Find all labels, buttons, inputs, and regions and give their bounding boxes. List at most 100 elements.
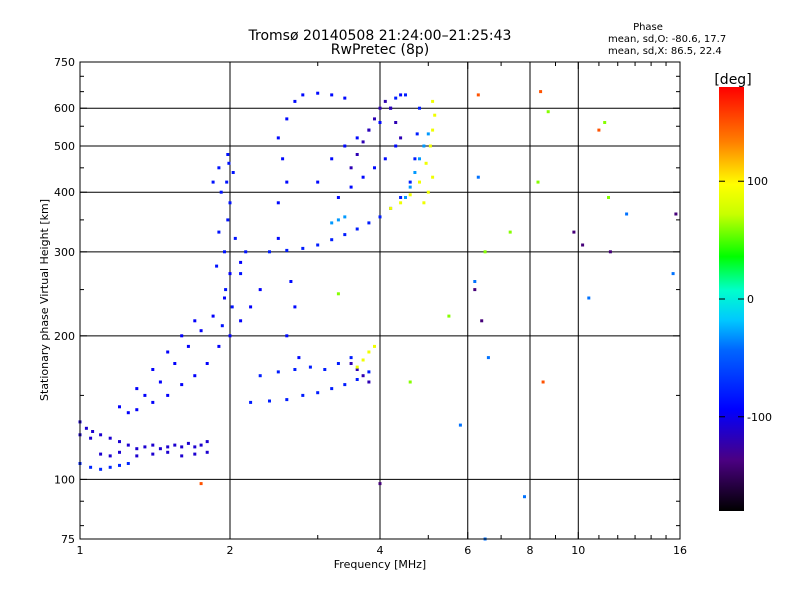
- data-point: [476, 175, 480, 179]
- data-point: [166, 445, 170, 449]
- data-point: [422, 144, 426, 148]
- data-point: [399, 201, 403, 205]
- y-tick-label: 500: [54, 140, 75, 153]
- data-point: [473, 280, 477, 283]
- data-point: [143, 445, 147, 449]
- stats-line-x: mean, sd,X: 86.5, 22.4: [608, 46, 722, 57]
- data-point: [378, 121, 382, 124]
- x-tick-label: 4: [377, 544, 384, 557]
- data-point: [223, 296, 226, 300]
- data-point: [399, 136, 403, 140]
- data-point: [231, 171, 235, 174]
- data-point: [276, 201, 280, 205]
- data-point: [297, 356, 301, 360]
- data-point: [219, 190, 223, 194]
- data-point: [378, 215, 382, 219]
- data-point: [336, 218, 340, 222]
- data-point: [508, 230, 512, 234]
- data-point: [389, 206, 393, 210]
- data-point: [285, 248, 289, 252]
- data-point: [276, 136, 280, 140]
- data-point: [587, 296, 591, 300]
- data-point: [373, 166, 376, 170]
- data-point: [135, 454, 139, 458]
- data-point: [431, 175, 435, 179]
- colorbar-tick-label: -100: [747, 411, 772, 424]
- data-point: [258, 288, 262, 292]
- data-point: [389, 106, 393, 110]
- data-point: [336, 362, 340, 365]
- data-point: [383, 157, 387, 161]
- y-tick-label: 600: [54, 102, 75, 115]
- data-point: [193, 445, 197, 449]
- data-point: [323, 368, 327, 371]
- data-point: [361, 374, 365, 378]
- data-point: [239, 260, 243, 264]
- data-point: [108, 465, 112, 469]
- data-point: [625, 212, 629, 216]
- data-point: [536, 180, 540, 184]
- chart-subtitle: RwPretec (8p): [331, 42, 429, 58]
- data-point: [230, 305, 234, 309]
- data-point: [301, 93, 305, 97]
- stats-header: Phase: [633, 22, 663, 33]
- data-point: [249, 305, 253, 309]
- data-point: [330, 157, 334, 161]
- data-point: [541, 380, 545, 384]
- data-point: [572, 230, 576, 234]
- data-point: [186, 441, 190, 445]
- data-point: [399, 93, 403, 97]
- data-point: [268, 399, 271, 403]
- data-point: [367, 380, 371, 384]
- data-point: [431, 99, 435, 103]
- data-point: [330, 238, 334, 242]
- data-point: [228, 272, 232, 276]
- data-point: [607, 196, 610, 199]
- data-point: [343, 144, 347, 148]
- data-point: [227, 161, 231, 165]
- data-point: [126, 462, 130, 465]
- data-point: [473, 288, 477, 292]
- data-point: [158, 447, 162, 451]
- data-point: [316, 243, 320, 247]
- data-point: [418, 180, 421, 184]
- data-point: [205, 450, 209, 454]
- data-point: [483, 250, 487, 254]
- data-point: [118, 463, 121, 467]
- x-tick-label: 8: [527, 544, 534, 557]
- data-point: [180, 334, 184, 338]
- data-point: [166, 450, 170, 454]
- data-point: [426, 132, 430, 136]
- colorbar-tick-label: 100: [747, 175, 768, 188]
- data-point: [458, 423, 462, 427]
- data-point: [220, 324, 224, 328]
- data-point: [336, 196, 340, 199]
- data-point: [343, 96, 347, 100]
- data-point: [244, 250, 248, 254]
- data-point: [99, 433, 103, 437]
- data-point: [394, 96, 398, 100]
- data-point: [135, 447, 139, 451]
- data-point: [336, 292, 340, 296]
- chart-title: Tromsø 20140508 21:24:00–21:25:43: [248, 28, 512, 44]
- data-point: [211, 180, 215, 184]
- data-point: [426, 190, 430, 194]
- data-point: [355, 153, 359, 156]
- data-point: [193, 452, 197, 456]
- data-point: [608, 250, 612, 254]
- data-point: [349, 166, 353, 170]
- data-point: [378, 482, 382, 486]
- data-point: [349, 356, 353, 360]
- data-point: [408, 380, 412, 384]
- data-point: [224, 288, 228, 292]
- data-point: [239, 319, 243, 323]
- data-point: [523, 495, 526, 499]
- data-point: [180, 454, 184, 458]
- data-point: [193, 319, 197, 323]
- data-point: [301, 246, 305, 250]
- data-point: [408, 193, 412, 197]
- data-point: [84, 426, 88, 430]
- data-point: [289, 280, 293, 283]
- data-point: [99, 452, 103, 456]
- stats-line-o: mean, sd,O: -80.6, 17.7: [608, 34, 726, 45]
